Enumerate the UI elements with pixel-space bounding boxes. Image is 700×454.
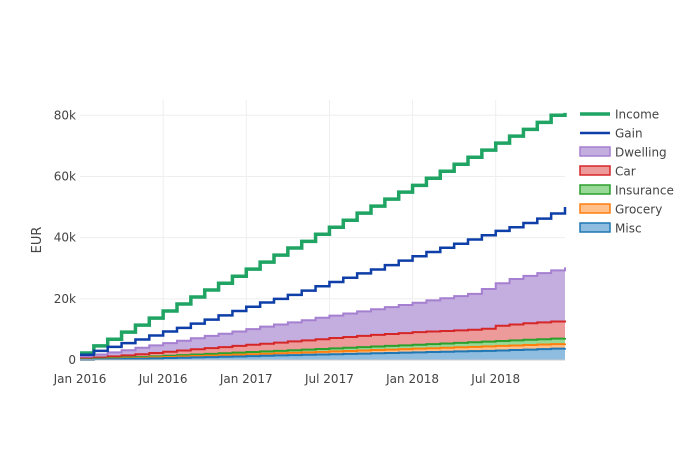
line-layer [80, 112, 567, 361]
y-tick-label: 20k [54, 292, 76, 306]
y-axis-title: EUR [30, 227, 45, 254]
x-tick-label: Jul 2016 [138, 372, 188, 386]
legend-item-car[interactable]: Car [579, 165, 636, 179]
legend-item-insurance[interactable]: Insurance [579, 184, 674, 198]
legend-item-grocery[interactable]: Grocery [579, 203, 662, 217]
area-line-misc [80, 347, 566, 361]
legend-item-dwelling[interactable]: Dwelling [579, 146, 667, 160]
line-gain [80, 207, 567, 357]
legend-item-gain[interactable]: Gain [580, 127, 643, 141]
legend-swatch [579, 165, 611, 176]
area-line-dwelling [80, 267, 566, 358]
legend-label: Income [615, 108, 659, 122]
y-tick-label: 0 [68, 353, 76, 367]
x-tick-label: Jul 2017 [304, 372, 354, 386]
x-tick-label: Jan 2016 [53, 372, 107, 386]
axis-layer: Jan 2016 Jul 2016 Jan 2017 Jul 2017 Jan 2018… [53, 108, 565, 386]
y-tick-label: 40k [54, 231, 76, 245]
legend-swatch [579, 203, 611, 214]
area-line-car [80, 320, 566, 360]
legend-label: Dwelling [615, 146, 667, 160]
legend-label: Car [615, 165, 636, 179]
legend-label: Gain [615, 127, 643, 141]
line-income [80, 112, 567, 355]
legend-label: Misc [615, 222, 642, 236]
legend: Income Gain Dwelling Car Insurance Grocery Mis… [579, 108, 674, 236]
x-tick-label: Jan 2018 [385, 372, 439, 386]
legend-swatch [579, 146, 611, 157]
area-line-insurance [80, 337, 566, 361]
legend-label: Insurance [615, 184, 674, 198]
legend-label: Grocery [615, 203, 662, 217]
area-misc [80, 348, 565, 360]
legend-item-income[interactable]: Income [580, 108, 659, 122]
x-tick-label: Jan 2017 [219, 372, 273, 386]
legend-swatch [579, 222, 611, 233]
legend-item-misc[interactable]: Misc [579, 222, 642, 236]
legend-swatch [579, 184, 611, 195]
x-tick-label: Jul 2018 [470, 372, 520, 386]
y-tick-label: 60k [54, 169, 76, 183]
y-tick-label: 80k [54, 108, 76, 122]
area-dwelling [80, 267, 565, 359]
